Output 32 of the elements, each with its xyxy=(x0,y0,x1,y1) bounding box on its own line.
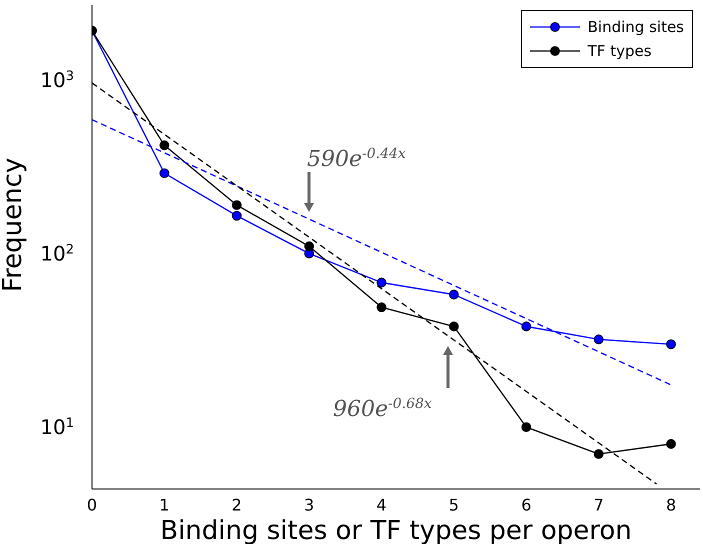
point xyxy=(232,210,242,221)
point xyxy=(376,302,386,312)
point xyxy=(666,439,676,449)
point xyxy=(376,278,386,288)
x-tick-label: 7 xyxy=(594,495,604,514)
point xyxy=(521,322,532,332)
x-tick-label: 4 xyxy=(376,495,387,514)
point xyxy=(521,422,532,432)
point xyxy=(232,200,242,210)
point xyxy=(449,322,459,332)
legend-label: TF types xyxy=(588,41,652,62)
y-tick-label: 10$^{1}$ xyxy=(40,415,74,440)
y-axis-title: Frequency xyxy=(0,158,28,292)
point xyxy=(304,241,314,252)
annotation: 590e$^{-0.44x}$ xyxy=(307,146,406,172)
x-tick-label: 3 xyxy=(304,495,314,514)
x-tick-label: 5 xyxy=(448,495,459,514)
point xyxy=(159,168,170,178)
y-tick-label: 10$^{3}$ xyxy=(40,68,74,92)
point xyxy=(159,140,170,150)
x-tick-label: 1 xyxy=(159,495,170,514)
point xyxy=(594,449,604,459)
x-tick-label: 6 xyxy=(521,495,532,514)
point xyxy=(666,339,676,350)
x-tick-label: 0 xyxy=(86,495,98,514)
x-tick-label: 8 xyxy=(666,495,676,514)
x-tick-label: 2 xyxy=(232,495,242,514)
annotation: 960e$^{-0.68x}$ xyxy=(333,396,432,422)
point xyxy=(594,334,604,344)
y-tick-label: 10$^{2}$ xyxy=(40,241,74,266)
point xyxy=(449,290,459,300)
legend-label: Binding sites xyxy=(588,17,684,38)
